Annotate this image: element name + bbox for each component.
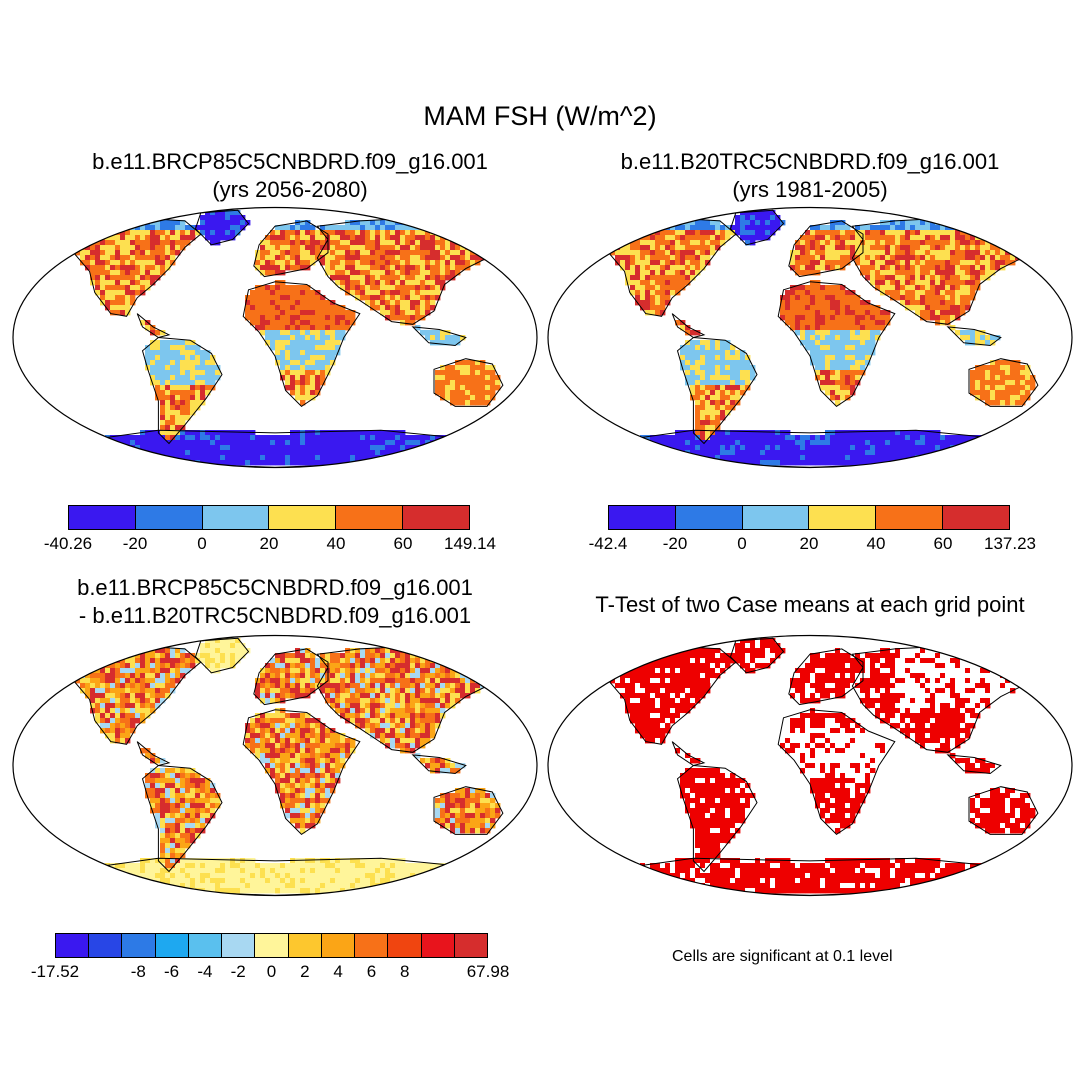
colorbar-swatch bbox=[122, 934, 156, 957]
colorbar-tick-label: -4 bbox=[197, 962, 213, 981]
colorbar-tick-label: -40.26 bbox=[43, 534, 93, 553]
colorbar-swatches bbox=[68, 505, 470, 530]
colorbar-tick-label: -20 bbox=[662, 534, 688, 553]
panel-title-line1: b.e11.BRCP85C5CNBDRD.f09_g16.001 bbox=[92, 149, 488, 174]
map-bottom-left bbox=[12, 634, 538, 897]
panel-title-line2: (yrs 2056-2080) bbox=[212, 177, 368, 202]
colorbar-tick-label: 8 bbox=[399, 962, 410, 981]
colorbar-tick-label: 6 bbox=[366, 962, 377, 981]
map-grid-cells bbox=[55, 638, 511, 894]
map-border bbox=[12, 634, 538, 897]
panel-title-line2: - b.e11.B20TRC5CNBDRD.f09_g16.001 bbox=[78, 603, 472, 628]
colorbar-swatch bbox=[355, 934, 389, 957]
colorbar-tick-label: 60 bbox=[933, 534, 953, 553]
map-grid-cells bbox=[55, 210, 511, 466]
colorbar-tick-label: 2 bbox=[300, 962, 310, 981]
colorbar-swatch bbox=[388, 934, 422, 957]
colorbar-swatches bbox=[55, 933, 488, 958]
panel-title-line1: b.e11.BRCP85C5CNBDRD.f09_g16.001 bbox=[77, 575, 473, 600]
colorbar-tick-label: 4 bbox=[333, 962, 343, 981]
main-title: MAM FSH (W/m^2) bbox=[423, 101, 657, 131]
colorbar-tick-label: 0 bbox=[266, 962, 277, 981]
map-top-right bbox=[547, 206, 1073, 469]
colorbar-bottom-left: -17.52 -8 -6 -4 -2 0 2 4 6 8 67.98 bbox=[31, 933, 509, 993]
colorbar-tick-label: 60 bbox=[393, 534, 413, 553]
map-border bbox=[547, 634, 1073, 897]
colorbar-tick-label: 40 bbox=[326, 534, 346, 553]
panel-title-line1: T-Test of two Case means at each grid po… bbox=[595, 592, 1025, 617]
map-grid-cells bbox=[590, 210, 1046, 466]
map-border bbox=[547, 206, 1073, 469]
colorbar-swatches bbox=[608, 505, 1010, 530]
colorbar-tick-label: -2 bbox=[230, 962, 246, 981]
colorbar-swatch bbox=[69, 506, 136, 529]
colorbar-tick-label: 67.98 bbox=[466, 962, 510, 981]
colorbar-tick-label: -42.4 bbox=[588, 534, 628, 553]
colorbar-tick-label: -8 bbox=[130, 962, 146, 981]
map-border bbox=[12, 206, 538, 469]
colorbar-swatch bbox=[454, 934, 488, 957]
colorbar-swatch bbox=[321, 934, 356, 957]
colorbar-tick-label: 40 bbox=[866, 534, 886, 553]
colorbar-swatch bbox=[269, 506, 337, 529]
panel-title-top-right: b.e11.B20TRC5CNBDRD.f09_g16.001 (yrs 198… bbox=[540, 148, 1080, 204]
colorbar-tick-label: 149.14 bbox=[444, 534, 496, 553]
significance-note: Cells are significant at 0.1 level bbox=[672, 948, 893, 965]
colorbar-swatch bbox=[675, 506, 743, 529]
colorbar-tick-label: -20 bbox=[122, 534, 148, 553]
colorbar-tick-label: 137.23 bbox=[984, 534, 1036, 553]
colorbar-swatch bbox=[809, 506, 877, 529]
colorbar-swatch bbox=[943, 506, 1009, 529]
colorbar-tick-label: -6 bbox=[164, 962, 180, 981]
panel-title-bottom-left: b.e11.BRCP85C5CNBDRD.f09_g16.001 - b.e11… bbox=[5, 574, 545, 630]
colorbar-swatch bbox=[89, 934, 123, 957]
map-top-left bbox=[12, 206, 538, 469]
colorbar-swatch bbox=[188, 934, 223, 957]
map-bottom-right bbox=[547, 634, 1073, 897]
colorbar-tick-label: 0 bbox=[197, 534, 207, 553]
colorbar-swatch bbox=[155, 934, 189, 957]
colorbar-top-left: -40.26 -20 0 20 40 60 149.14 bbox=[44, 505, 496, 565]
colorbar-swatch bbox=[202, 506, 270, 529]
colorbar-swatch bbox=[336, 506, 404, 529]
panel-title-bottom-right: T-Test of two Case means at each grid po… bbox=[540, 591, 1080, 619]
colorbar-top-right: -42.4 -20 0 20 40 60 137.23 bbox=[589, 505, 1036, 565]
colorbar-swatch bbox=[222, 934, 256, 957]
colorbar-swatch bbox=[742, 506, 810, 529]
panel-title-top-left: b.e11.BRCP85C5CNBDRD.f09_g16.001 (yrs 20… bbox=[20, 148, 560, 204]
colorbar-swatch bbox=[876, 506, 944, 529]
colorbar-tick-label: 20 bbox=[799, 534, 819, 553]
panel-title-line1: b.e11.B20TRC5CNBDRD.f09_g16.001 bbox=[620, 149, 1000, 174]
colorbar-tick-label: -17.52 bbox=[30, 962, 80, 981]
map-grid-cells bbox=[590, 638, 1046, 894]
colorbar-swatch bbox=[135, 506, 203, 529]
colorbar-swatch bbox=[421, 934, 455, 957]
panel-title-line2: (yrs 1981-2005) bbox=[732, 177, 888, 202]
colorbar-swatch bbox=[56, 934, 90, 957]
colorbar-swatch bbox=[609, 506, 676, 529]
colorbar-swatch bbox=[288, 934, 322, 957]
colorbar-tick-label: 0 bbox=[737, 534, 747, 553]
colorbar-tick-label: 20 bbox=[259, 534, 279, 553]
colorbar-swatch bbox=[255, 934, 289, 957]
colorbar-swatch bbox=[403, 506, 469, 529]
